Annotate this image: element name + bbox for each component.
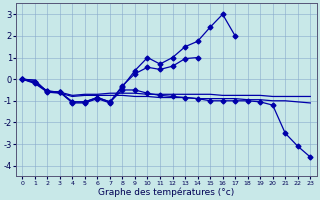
X-axis label: Graphe des températures (°c): Graphe des températures (°c) bbox=[98, 187, 234, 197]
